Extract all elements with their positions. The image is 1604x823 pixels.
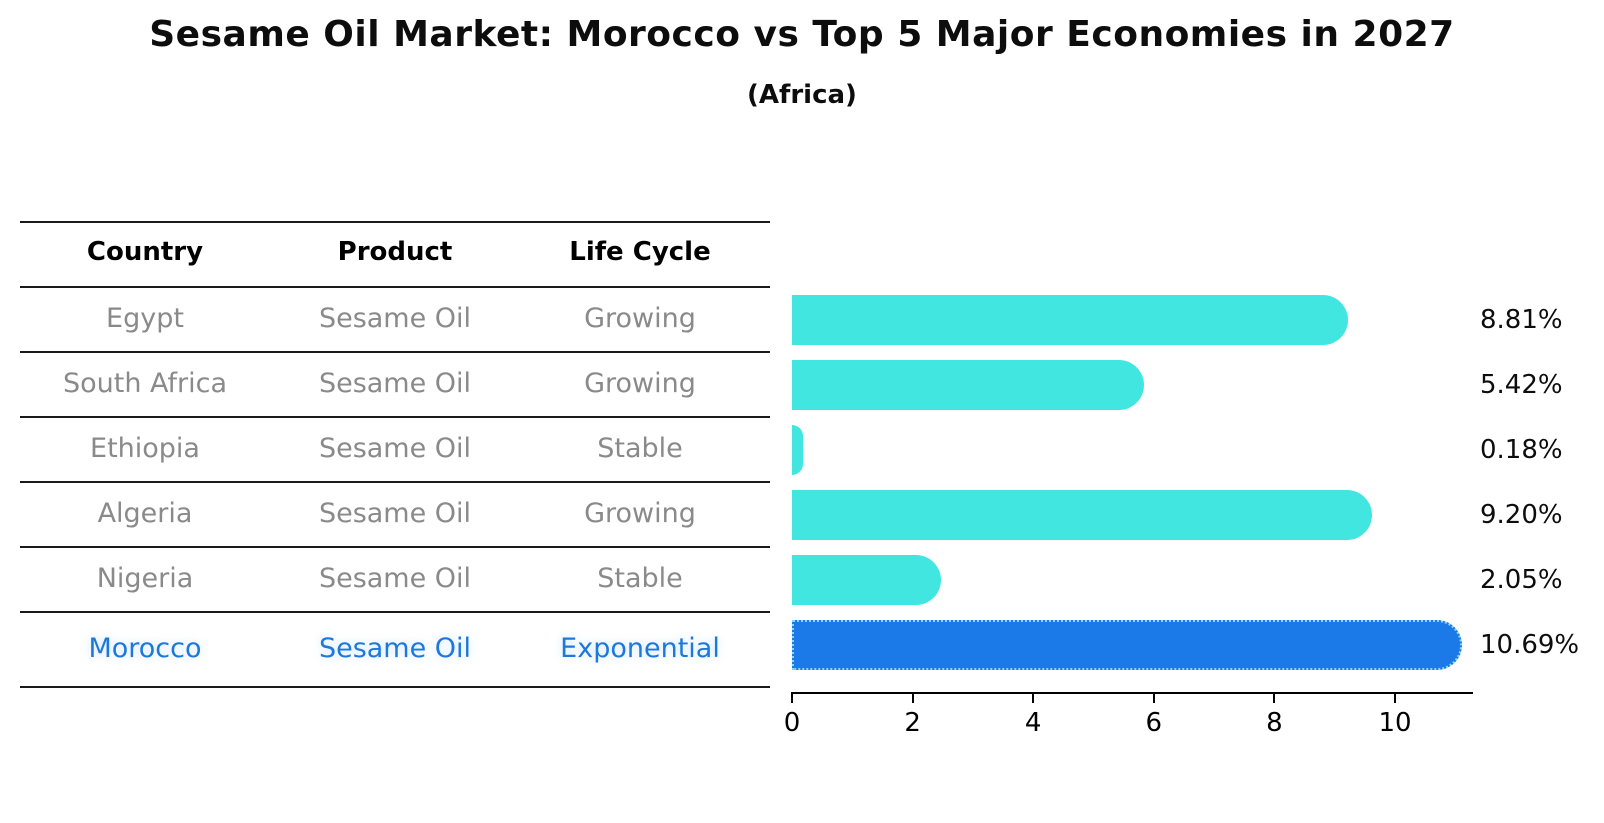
x-axis-tick-label: 6 [1145,708,1163,738]
cell-lifecycle: Growing [584,368,696,399]
bar-value-label: 8.81% [1480,305,1563,335]
cell-lifecycle: Exponential [560,633,720,664]
x-axis-tick-label: 10 [1378,708,1412,738]
market-bar-highlighted [792,620,1462,670]
cell-lifecycle: Growing [584,498,696,529]
table-divider [20,286,770,288]
header-cell-country: Country [86,237,204,267]
table-row: Algeria Sesame Oil Growing [0,496,790,532]
bar-value-label: 5.42% [1480,370,1563,400]
cell-lifecycle: Stable [597,563,683,594]
cell-country: Nigeria [96,563,194,594]
cell-product: Sesame Oil [318,433,472,464]
x-axis-tick [911,692,914,703]
table-divider [20,351,770,353]
cell-product: Sesame Oil [318,368,472,399]
cell-country: Algeria [97,498,193,529]
x-axis-line [792,692,1474,694]
x-axis-tick-label: 4 [1024,708,1042,738]
x-axis-tick-label: 2 [904,708,921,738]
bar-value-label: 0.18% [1480,435,1563,465]
table-divider [20,221,770,223]
table-divider [20,481,770,483]
cell-lifecycle: Growing [584,303,696,334]
cell-product: Sesame Oil [318,563,472,594]
cell-lifecycle: Stable [597,433,683,464]
x-axis-tick [1394,692,1396,703]
cell-country: Egypt [106,303,184,334]
market-bar [792,295,1349,345]
market-bar [792,555,941,605]
cell-product: Sesame Oil [318,633,472,664]
bar-value-label: 2.05% [1480,565,1563,595]
x-axis-tick [1152,692,1155,703]
cell-product: Sesame Oil [318,498,472,529]
table-divider [20,546,770,548]
x-axis-tick-label: 8 [1266,708,1283,738]
page-title: Sesame Oil Market: Morocco vs Top 5 Majo… [149,14,1455,55]
table-divider [20,611,770,613]
x-axis-tick [1032,692,1035,703]
header-cell-product: Product [337,237,453,267]
table-divider [20,416,770,418]
table-divider [20,686,770,688]
cell-country: South Africa [62,368,228,399]
cell-product: Sesame Oil [318,303,472,334]
table-row: South Africa Sesame Oil Growing [0,366,790,402]
cell-country: Ethiopia [90,433,200,464]
table-header-row: Country Product Life Cycle [0,234,790,270]
table-row-highlighted: Morocco Sesame Oil Exponential [0,631,790,667]
market-bar [792,490,1372,540]
header-cell-lifecycle: Life Cycle [569,237,711,267]
market-bar [792,360,1144,410]
table-row: Nigeria Sesame Oil Stable [0,561,790,597]
table-row: Egypt Sesame Oil Growing [0,301,790,337]
x-axis-tick-label: 0 [783,708,801,738]
table-row: Ethiopia Sesame Oil Stable [0,431,790,467]
x-axis-tick [791,692,793,703]
bar-value-label: 10.69% [1480,630,1580,660]
page-subtitle: (Africa) [747,80,857,110]
cell-country: Morocco [88,633,202,664]
x-axis-tick [1273,692,1276,703]
bar-value-label: 9.20% [1480,500,1563,530]
market-bar [792,425,803,475]
